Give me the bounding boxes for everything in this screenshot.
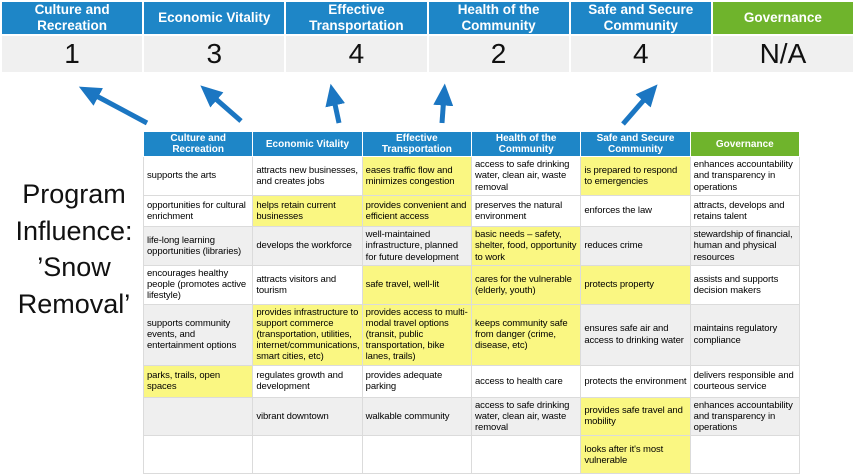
matrix-cell: is prepared to respond to emergencies [580,156,691,196]
matrix-cell: supports community events, and entertain… [142,303,254,366]
matrix-cell [470,435,582,474]
matrix-cell [689,435,801,474]
arrow-health-community [433,83,454,124]
table-row: supports community events, and entertain… [142,303,801,366]
matrix-cell: develops the workforce [252,226,363,266]
score-column-header: Economic Vitality [144,2,285,34]
score-value: 2 [428,36,569,72]
score-value: 4 [286,36,427,72]
score-value: N/A [712,36,853,72]
matrix-cell: attracts, develops and retains talent [689,195,801,227]
table-row: opportunities for cultural enrichment hel… [142,195,801,227]
score-column-header: Effective Transportation [286,2,427,34]
table-row: parks, trails, open spaces regulates grow… [142,364,801,398]
score-value: 3 [144,36,285,72]
matrix-cell: reduces crime [580,226,691,266]
matrix-cell: looks after it's most vulnerable [580,435,691,474]
matrix-cell: access to safe drinking water, clean air… [470,396,582,437]
table-row: supports the arts attracts new businesses… [142,156,801,196]
table-row: life-long learning opportunities (librar… [142,226,801,266]
matrix-cell: regulates growth and development [252,364,363,398]
matrix-cell: helps retain current businesses [252,195,363,227]
arrow-economic-vitality [200,85,243,123]
arrow-effective-transportation [325,83,345,124]
score-column-header: Culture and Recreation [2,2,143,34]
matrix-cell [142,396,254,437]
matrix-cell: attracts new businesses, and creates job… [252,156,363,196]
matrix-cell: eases traffic flow and minimizes congest… [361,156,472,196]
matrix-cell: assists and supports decision makers [689,265,801,305]
matrix-column-header: Governance [689,131,801,157]
arrow-culture-recreation [78,86,149,126]
matrix-cell: encourages healthy people (promotes acti… [142,265,254,305]
matrix-cell: enhances accountability and transparency… [689,396,801,437]
matrix-cell [252,435,363,474]
score-column: Health of the Community 2 [428,2,569,72]
score-column: Effective Transportation 4 [286,2,427,72]
matrix-column-header: Economic Vitality [252,131,363,157]
score-column: Governance N/A [712,2,853,72]
matrix-cell: vibrant downtown [252,396,363,437]
matrix-body: supports the arts attracts new businesses… [142,156,801,474]
table-row: vibrant downtown walkable community access… [142,396,801,437]
matrix-column-header: Health of the Community [470,131,582,157]
matrix-cell: delivers responsible and courteous servi… [689,364,801,398]
table-row: looks after it's most vulnerable [142,435,801,474]
matrix-column-header: Culture and Recreation [142,131,254,157]
matrix-cell: provides convenient and efficient access [361,195,472,227]
matrix-cell: provides access to multi-modal travel op… [361,303,472,366]
matrix-cell: protects the environment [580,364,691,398]
matrix-cell: access to health care [470,364,582,398]
matrix-cell: life-long learning opportunities (librar… [142,226,254,266]
matrix-cell: preserves the natural environment [470,195,582,227]
score-value: 4 [570,36,711,72]
arrow-safe-secure [621,84,658,126]
score-column-header: Safe and Secure Community [570,2,711,34]
matrix-cell: supports the arts [142,156,254,196]
matrix-cell [361,435,472,474]
matrix-cell: enhances accountability and transparency… [689,156,801,196]
matrix-cell: stewardship of financial, human and phys… [689,226,801,266]
matrix-cell [142,435,254,474]
matrix-cell: safe travel, well-lit [361,265,472,305]
matrix-cell: protects property [580,265,691,305]
matrix-cell: ensures safe air and access to drinking … [580,303,691,366]
matrix-cell: keeps community safe from danger (crime,… [470,303,582,366]
matrix-column-header: Effective Transportation [361,131,472,157]
score-band: Culture and Recreation 1 Economic Vitality… [2,2,853,72]
matrix-cell: maintains regulatory compliance [689,303,801,366]
matrix-cell: well-maintained infrastructure, planned … [361,226,472,266]
matrix-cell: cares for the vulnerable (elderly, youth… [470,265,582,305]
score-value: 1 [2,36,143,72]
influence-matrix: Culture and Recreation Economic Vitality E… [142,131,801,474]
program-influence-label: Program Influence: ’Snow Removal’ [15,179,133,320]
score-column: Safe and Secure Community 4 [570,2,711,72]
matrix-cell: provides safe travel and mobility [580,396,691,437]
matrix-column-header: Safe and Secure Community [580,131,691,157]
score-column: Economic Vitality 3 [144,2,285,72]
matrix-cell: walkable community [361,396,472,437]
matrix-header-row: Culture and Recreation Economic Vitality E… [142,131,801,157]
matrix-cell: basic needs – safety, shelter, food, opp… [470,226,582,266]
matrix-cell: parks, trails, open spaces [142,364,254,398]
matrix-cell: provides infrastructure to support comme… [252,303,363,366]
score-column-header: Governance [712,2,853,34]
matrix-cell: opportunities for cultural enrichment [142,195,254,227]
matrix-cell: attracts visitors and tourism [252,265,363,305]
table-row: encourages healthy people (promotes acti… [142,265,801,305]
score-column: Culture and Recreation 1 [2,2,143,72]
score-column-header: Health of the Community [428,2,569,34]
matrix-cell: enforces the law [580,195,691,227]
matrix-cell: access to safe drinking water, clean air… [470,156,582,196]
matrix-cell: provides adequate parking [361,364,472,398]
